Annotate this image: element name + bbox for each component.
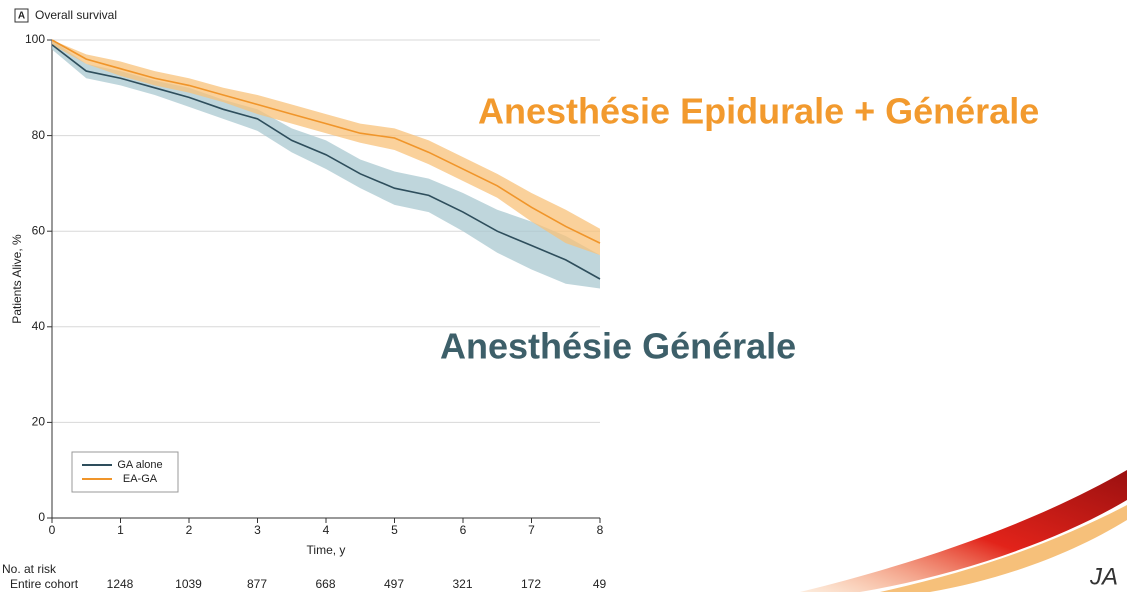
- x-axis-label: Time, y: [307, 543, 346, 557]
- panel-label: A: [18, 11, 25, 22]
- legend-box: [71, 451, 179, 493]
- y-tick-label: 80: [32, 128, 46, 142]
- risk-title: No. at risk: [2, 562, 57, 576]
- x-tick-label: 2: [186, 523, 193, 537]
- ci-band: [52, 40, 600, 256]
- x-tick-label: 1: [117, 523, 124, 537]
- y-tick-label: 0: [38, 510, 45, 524]
- x-tick-label: 8: [597, 523, 604, 537]
- y-axis-label: Patients Alive, %: [10, 234, 24, 324]
- annotation: Anesthésie Générale: [440, 326, 796, 367]
- risk-count: 668: [315, 577, 335, 591]
- decor-swoosh: [800, 470, 1127, 592]
- ci-band: [52, 40, 600, 289]
- legend-label: EA-GA: [123, 473, 158, 485]
- x-tick-label: 7: [528, 523, 535, 537]
- risk-count: 1039: [175, 577, 202, 591]
- x-tick-label: 3: [254, 523, 261, 537]
- risk-count: 497: [384, 577, 404, 591]
- x-tick-label: 5: [391, 523, 398, 537]
- logo-box: [1086, 560, 1127, 592]
- risk-count: 321: [452, 577, 472, 591]
- legend-label: GA alone: [117, 459, 162, 471]
- risk-count: 877: [247, 577, 267, 591]
- annotation: Anesthésie Epidurale + Générale: [478, 91, 1039, 132]
- panel-box: [14, 8, 29, 23]
- risk-count: 1248: [107, 577, 134, 591]
- risk-count: 49: [593, 577, 607, 591]
- survival-line: [51, 44, 601, 280]
- y-tick-label: 60: [32, 223, 46, 237]
- y-tick-label: 20: [32, 415, 46, 429]
- x-tick-label: 0: [49, 523, 56, 537]
- y-tick-label: 100: [25, 32, 45, 46]
- y-tick-label: 40: [32, 319, 46, 333]
- risk-count: 172: [521, 577, 541, 591]
- risk-row-label: Entire cohort: [10, 577, 79, 591]
- x-tick-label: 4: [323, 523, 330, 537]
- x-tick-label: 6: [460, 523, 467, 537]
- survival-line: [51, 39, 601, 244]
- logo-text: JA: [1089, 563, 1118, 590]
- chart-title: Overall survival: [35, 8, 117, 22]
